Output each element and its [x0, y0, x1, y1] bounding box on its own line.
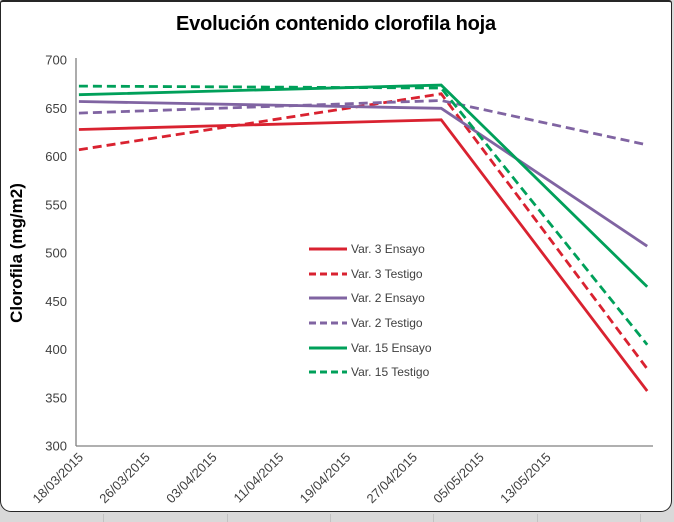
series-line-var-2-testigo[interactable]	[78, 99, 648, 147]
legend-swatch-var-15-ensayo	[309, 346, 347, 350]
y-tick-label[interactable]: 500	[45, 246, 67, 261]
series-line-var-2-ensayo[interactable]	[78, 100, 648, 248]
chart-frame[interactable]: Evolución contenido clorofila hoja Cloro…	[0, 0, 672, 512]
x-tick-label[interactable]: 11/04/2015	[231, 450, 287, 506]
y-tick-label[interactable]: 350	[45, 390, 67, 405]
legend-swatch-var-15-testigo	[309, 370, 347, 374]
chart-legend[interactable]: Var. 3 Ensayo Var. 3 Testigo Var. 2 Ensayo…	[309, 237, 432, 385]
worksheet-strip	[0, 513, 674, 522]
worksheet-gridline	[433, 514, 434, 522]
y-tick-label[interactable]: 650	[45, 101, 67, 116]
worksheet-gridline	[103, 514, 104, 522]
legend-swatch-var-3-ensayo	[309, 247, 347, 251]
legend-label: Var. 15 Testigo	[351, 365, 430, 380]
worksheet-gridline	[227, 514, 228, 522]
series-line-var-15-ensayo[interactable]	[78, 83, 649, 288]
legend-swatch-var-2-testigo	[309, 321, 347, 325]
x-tick-label[interactable]: 26/03/2015	[96, 450, 153, 507]
y-tick-label[interactable]: 300	[45, 439, 67, 454]
x-tick-label[interactable]: 13/05/2015	[497, 450, 554, 507]
legend-label: Var. 2 Testigo	[351, 316, 423, 331]
worksheet-gridline	[537, 514, 538, 522]
y-tick-label[interactable]: 400	[45, 342, 67, 357]
x-tick-label[interactable]: 19/04/2015	[297, 450, 354, 507]
legend-item-var-3-testigo[interactable]: Var. 3 Testigo	[309, 262, 432, 287]
worksheet-gridline	[330, 514, 331, 522]
series-line-var-3-testigo[interactable]	[78, 92, 649, 370]
legend-item-var-15-ensayo[interactable]: Var. 15 Ensayo	[309, 335, 432, 360]
x-tick-label[interactable]: 27/04/2015	[363, 450, 420, 507]
legend-swatch-var-2-ensayo	[309, 296, 347, 300]
x-tick-label[interactable]: 18/03/2015	[29, 450, 86, 507]
y-tick-label[interactable]: 450	[45, 294, 67, 309]
worksheet-gridline	[640, 514, 641, 522]
legend-item-var-15-testigo[interactable]: Var. 15 Testigo	[309, 360, 432, 385]
chart-title[interactable]: Evolución contenido clorofila hoja	[176, 13, 496, 35]
legend-label: Var. 3 Testigo	[351, 266, 423, 281]
series-line-var-3-ensayo[interactable]	[78, 118, 649, 392]
legend-item-var-2-testigo[interactable]: Var. 2 Testigo	[309, 311, 432, 336]
legend-label: Var. 3 Ensayo	[351, 242, 425, 257]
y-tick-label[interactable]: 600	[45, 149, 67, 164]
legend-label: Var. 15 Ensayo	[351, 340, 432, 355]
legend-item-var-3-ensayo[interactable]: Var. 3 Ensayo	[309, 237, 432, 262]
y-tick-label[interactable]: 700	[45, 53, 67, 68]
legend-item-var-2-ensayo[interactable]: Var. 2 Ensayo	[309, 286, 432, 311]
series-line-var-15-testigo[interactable]	[78, 84, 649, 346]
x-tick-label[interactable]: 05/05/2015	[430, 450, 487, 507]
legend-swatch-var-3-testigo	[309, 272, 347, 276]
x-tick-label[interactable]: 03/04/2015	[163, 450, 220, 507]
y-tick-label[interactable]: 550	[45, 197, 67, 212]
legend-label: Var. 2 Ensayo	[351, 291, 425, 306]
